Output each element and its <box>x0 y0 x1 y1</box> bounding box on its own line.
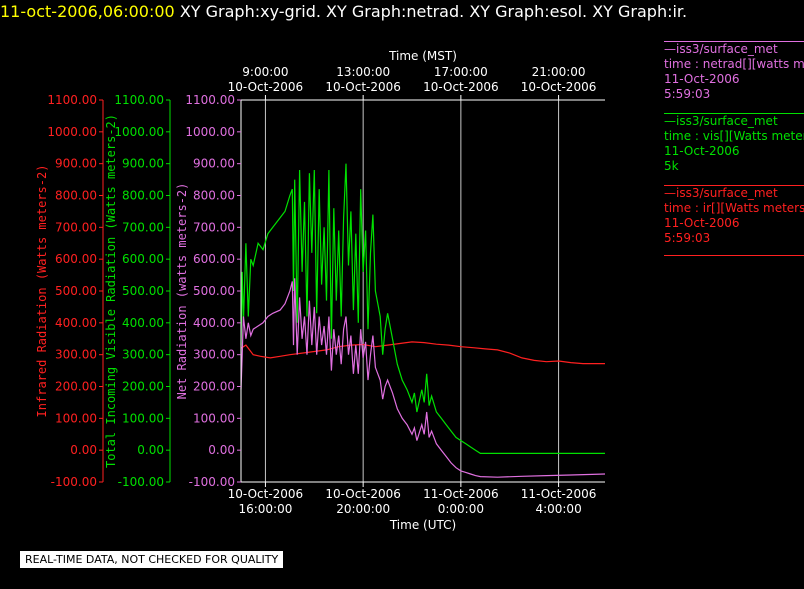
xtick-top-time-1: 13:00:00 <box>336 65 390 79</box>
xtick-top-date-1: 10-Oct-2006 <box>325 80 401 94</box>
series-lines <box>240 163 606 478</box>
legend-line: 5k <box>664 159 679 173</box>
ytick-label-net-11: 1000.00 <box>185 125 235 139</box>
ytick-label-vis-3: 200.00 <box>122 380 164 394</box>
ytick-label-vis-5: 400.00 <box>122 316 164 330</box>
title-bar: 11-oct-2006,06:00:00 XY Graph:xy-grid. X… <box>0 2 687 21</box>
title-graph-list: XY Graph:xy-grid. XY Graph:netrad. XY Gr… <box>179 2 688 21</box>
ytick-label-net-5: 400.00 <box>193 316 235 330</box>
ytick-label-net-12: 1100.00 <box>185 93 235 107</box>
ytick-label-vis-0: -100.00 <box>118 475 164 489</box>
legend-separator <box>664 185 804 186</box>
legend-line: 5:59:03 <box>664 231 711 245</box>
y-label-ir: Infrared Radiation (Watts meters-2) <box>35 165 49 418</box>
ytick-label-net-0: -100.00 <box>189 475 235 489</box>
ytick-label-vis-7: 600.00 <box>122 252 164 266</box>
legend-line: —iss3/surface_met <box>664 186 778 200</box>
ytick-label-vis-9: 800.00 <box>122 189 164 203</box>
xtick-top-time-3: 21:00:00 <box>532 65 586 79</box>
legend-line: 5:59:03 <box>664 87 711 101</box>
x-label-bottom: Time (UTC) <box>389 518 456 532</box>
ytick-label-vis-2: 100.00 <box>122 411 164 425</box>
xtick-bottom-time-2: 0:00:00 <box>438 502 484 516</box>
ytick-label-vis-1: 0.00 <box>137 443 164 457</box>
axes <box>99 95 605 487</box>
ytick-label-net-8: 700.00 <box>193 220 235 234</box>
title-timestamp: 11-oct-2006,06:00:00 <box>0 2 175 21</box>
xtick-top-time-0: 9:00:00 <box>242 65 288 79</box>
ytick-label-ir-0: -100.00 <box>51 475 97 489</box>
legend-line: time : vis[][Watts meters-2] <box>664 129 804 143</box>
ytick-label-vis-4: 300.00 <box>122 348 164 362</box>
axis-labels: -100.00 0.00 100.00 200.00 300.00 400.00 500.0… <box>35 49 596 532</box>
legend-entry-2: —iss3/surface_met time : ir[][Watts meter… <box>664 185 804 246</box>
xtick-top-date-3: 10-Oct-2006 <box>521 80 597 94</box>
ytick-label-net-2: 100.00 <box>193 411 235 425</box>
legend-line: time : netrad[][watts meters-2] <box>664 57 804 71</box>
ytick-label-net-7: 600.00 <box>193 252 235 266</box>
ytick-label-ir-5: 400.00 <box>55 316 97 330</box>
legend-line: —iss3/surface_met <box>664 114 778 128</box>
legend-line: 11-Oct-2006 <box>664 216 740 230</box>
legend-end-separator <box>664 255 804 256</box>
xtick-top-date-2: 10-Oct-2006 <box>423 80 499 94</box>
xtick-top-time-2: 17:00:00 <box>434 65 488 79</box>
ytick-label-vis-8: 700.00 <box>122 220 164 234</box>
legend-line: —iss3/surface_met <box>664 42 778 56</box>
legend-separator <box>664 41 804 42</box>
xtick-bottom-date-2: 11-Oct-2006 <box>423 487 499 501</box>
series-net <box>240 278 606 478</box>
series-vis <box>240 163 605 454</box>
series-ir <box>240 341 605 365</box>
ytick-label-ir-4: 300.00 <box>55 348 97 362</box>
legend-line: 11-Oct-2006 <box>664 144 740 158</box>
ytick-label-net-3: 200.00 <box>193 380 235 394</box>
ytick-label-vis-12: 1100.00 <box>114 93 164 107</box>
ytick-label-net-9: 800.00 <box>193 189 235 203</box>
ytick-label-net-1: 0.00 <box>208 443 235 457</box>
ytick-label-net-10: 900.00 <box>193 157 235 171</box>
ytick-label-net-6: 500.00 <box>193 284 235 298</box>
xtick-bottom-date-1: 10-Oct-2006 <box>325 487 401 501</box>
ytick-label-ir-6: 500.00 <box>55 284 97 298</box>
xtick-top-date-0: 10-Oct-2006 <box>228 80 304 94</box>
xtick-bottom-time-1: 20:00:00 <box>336 502 390 516</box>
ytick-label-vis-10: 900.00 <box>122 157 164 171</box>
ytick-label-ir-9: 800.00 <box>55 189 97 203</box>
legend-line: time : ir[][Watts meters-2] <box>664 201 804 215</box>
legend-line: 11-Oct-2006 <box>664 72 740 86</box>
y-label-vis: Total Incoming Visible Radiation (Watts … <box>104 114 118 468</box>
x-label-top: Time (MST) <box>388 49 457 63</box>
ytick-label-ir-7: 600.00 <box>55 252 97 266</box>
grid-lines <box>264 100 560 482</box>
ytick-label-ir-11: 1000.00 <box>47 125 97 139</box>
legend-entry-0: —iss3/surface_met time : netrad[][watts m… <box>664 41 804 102</box>
legend-separator <box>664 113 804 114</box>
qc-note: REAL-TIME DATA, NOT CHECKED FOR QUALITY <box>20 551 284 568</box>
ytick-label-ir-12: 1100.00 <box>47 93 97 107</box>
legend-entry-1: —iss3/surface_met time : vis[][Watts mete… <box>664 113 804 174</box>
ytick-label-vis-11: 1000.00 <box>114 125 164 139</box>
xtick-bottom-date-0: 10-Oct-2006 <box>228 487 304 501</box>
ytick-label-ir-10: 900.00 <box>55 157 97 171</box>
ytick-label-ir-1: 0.00 <box>70 443 97 457</box>
xtick-bottom-time-0: 16:00:00 <box>238 502 292 516</box>
ytick-label-vis-6: 500.00 <box>122 284 164 298</box>
y-label-net: Net Radiation (watts meters-2) <box>175 183 189 400</box>
xtick-bottom-time-3: 4:00:00 <box>535 502 581 516</box>
xtick-bottom-date-3: 11-Oct-2006 <box>521 487 597 501</box>
ytick-label-net-4: 300.00 <box>193 348 235 362</box>
ytick-label-ir-2: 100.00 <box>55 411 97 425</box>
ytick-label-ir-8: 700.00 <box>55 220 97 234</box>
ytick-label-ir-3: 200.00 <box>55 380 97 394</box>
